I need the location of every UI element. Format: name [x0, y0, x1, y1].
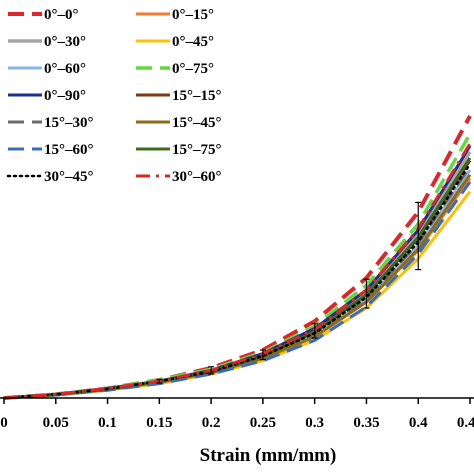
legend: 0°–0° 0°–15° 0°–30° 0°–45° 0°–60° 0°–75° 0°–90…: [6, 7, 222, 185]
legend-label: 30°–45°: [44, 169, 94, 185]
x-tick-label: 0.35: [353, 415, 379, 431]
x-axis: 0 0.05 0.1 0.15 0.2 0.25 0.3 0.35 0.4 0.45: [0, 397, 474, 431]
legend-label: 0°–90°: [44, 88, 86, 104]
legend-item: 0°–0°: [8, 7, 79, 23]
legend-label: 0°–75°: [172, 61, 214, 77]
legend-label: 15°–30°: [44, 115, 94, 131]
legend-item: 30°–60°: [136, 169, 222, 185]
legend-label: 15°–45°: [172, 115, 222, 131]
x-tick-label: 0.25: [250, 415, 276, 431]
legend-label: 0°–30°: [44, 34, 86, 50]
legend-item: 0°–60°: [8, 61, 86, 77]
error-bar: [311, 323, 318, 339]
error-bar: [259, 349, 266, 361]
x-tick-label: 0.2: [202, 415, 221, 431]
legend-item: 0°–30°: [8, 34, 86, 50]
legend-label: 30°–60°: [172, 169, 222, 185]
legend-item: 15°–45°: [136, 115, 222, 131]
x-tick-label: 0.05: [43, 415, 69, 431]
legend-item: 0°–45°: [136, 34, 214, 50]
error-bar: [363, 278, 370, 309]
legend-item: 15°–75°: [136, 142, 222, 158]
error-bar: [156, 378, 163, 384]
legend-item: 15°–60°: [8, 142, 94, 158]
x-tick-label: 0.1: [98, 415, 117, 431]
legend-item: 0°–75°: [136, 61, 214, 77]
series-line: [3, 142, 472, 400]
legend-item: 30°–45°: [6, 169, 94, 185]
legend-item: 0°–15°: [136, 7, 214, 23]
plot-area: [2, 115, 472, 400]
x-tick-label: 0.4: [409, 415, 428, 431]
legend-item: 0°–90°: [8, 88, 86, 104]
legend-label: 0°–0°: [44, 7, 79, 23]
x-axis-title: Strain (mm/mm): [200, 445, 337, 466]
legend-item: 15°–30°: [8, 115, 94, 131]
error-bar: [208, 366, 215, 375]
x-tick-label: 0.45: [457, 415, 474, 431]
legend-label: 15°–75°: [172, 142, 222, 158]
x-ticks: 0 0.05 0.1 0.15 0.2 0.25 0.3 0.35 0.4 0.45: [0, 398, 474, 431]
series-line: [2, 162, 472, 400]
x-tick-label: 0.15: [146, 415, 172, 431]
legend-label: 15°–15°: [172, 88, 222, 104]
x-tick-label: 0.3: [305, 415, 324, 431]
legend-label: 0°–60°: [44, 61, 86, 77]
x-tick-label: 0: [0, 415, 8, 431]
error-bar: [415, 201, 422, 271]
legend-label: 0°–45°: [172, 34, 214, 50]
legend-label: 0°–15°: [172, 7, 214, 23]
legend-label: 15°–60°: [44, 142, 94, 158]
legend-item: 15°–15°: [136, 88, 222, 104]
